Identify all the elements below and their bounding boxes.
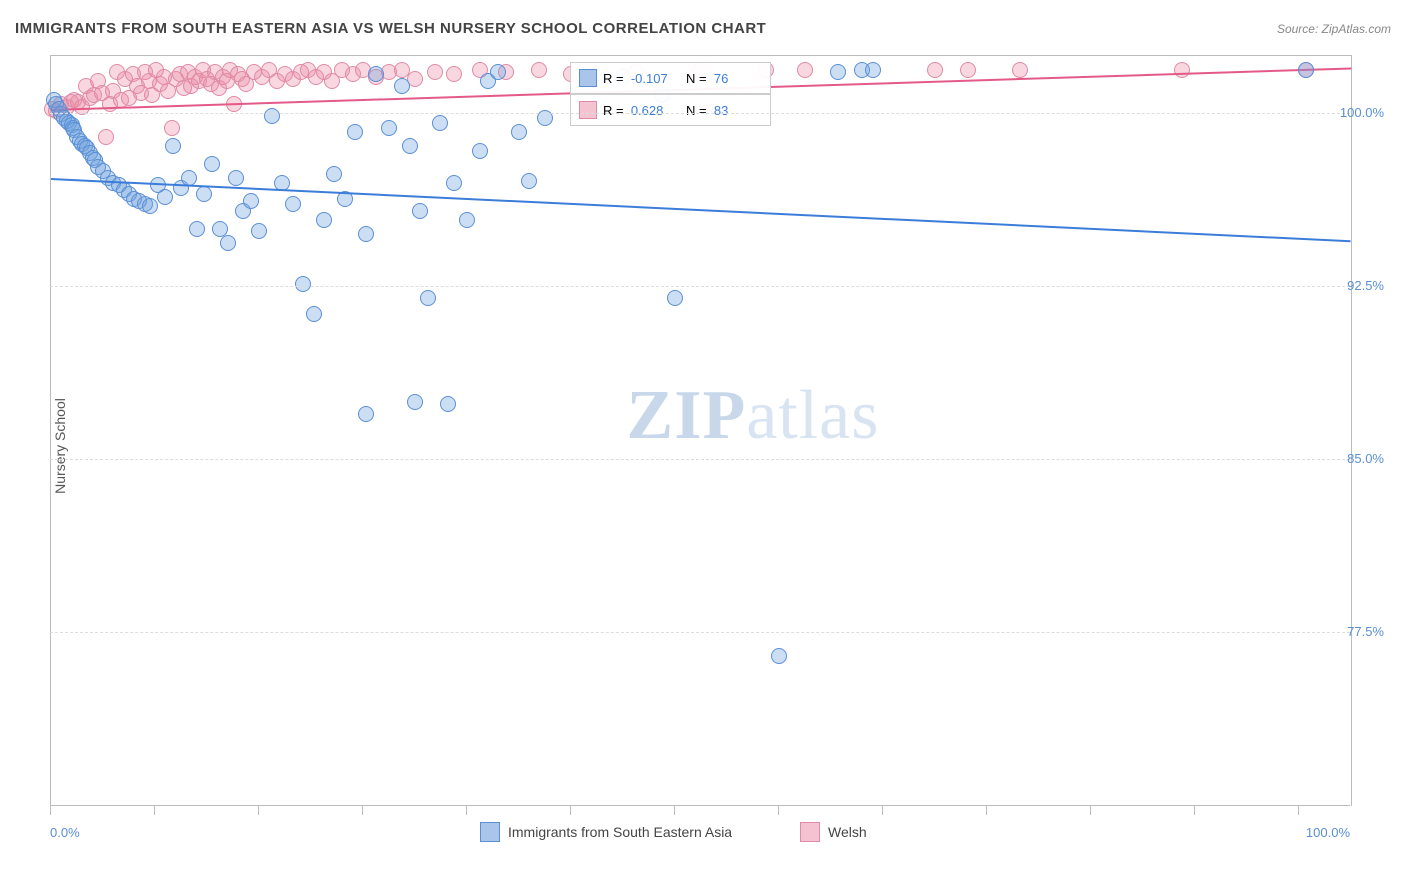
data-point-blue	[865, 62, 881, 78]
data-point-blue	[285, 196, 301, 212]
data-point-blue	[306, 306, 322, 322]
data-point-blue	[402, 138, 418, 154]
watermark-prefix: ZIP	[627, 377, 747, 454]
x-axis-baseline	[50, 805, 1350, 806]
data-point-blue	[521, 173, 537, 189]
data-point-blue	[358, 406, 374, 422]
x-tick	[674, 805, 675, 815]
data-point-blue	[830, 64, 846, 80]
data-point-blue	[347, 124, 363, 140]
x-axis-max-label: 100.0%	[1306, 825, 1350, 840]
x-tick	[154, 805, 155, 815]
data-point-blue	[446, 175, 462, 191]
data-point-blue	[407, 394, 423, 410]
legend-item-blue: Immigrants from South Eastern Asia	[480, 822, 732, 842]
stats-swatch-blue	[579, 69, 597, 87]
x-tick	[570, 805, 571, 815]
source-credit: Source: ZipAtlas.com	[1277, 22, 1391, 36]
data-point-blue	[381, 120, 397, 136]
data-point-blue	[157, 189, 173, 205]
stats-text-pink: R = 0.628 N = 83	[603, 103, 762, 118]
x-tick	[778, 805, 779, 815]
legend-label-pink: Welsh	[828, 824, 867, 840]
data-point-blue	[326, 166, 342, 182]
data-point-blue	[142, 198, 158, 214]
x-tick	[1298, 805, 1299, 815]
stats-row-pink: R = 0.628 N = 83	[570, 94, 771, 126]
data-point-blue	[228, 170, 244, 186]
y-tick-label: 100.0%	[1340, 105, 1384, 120]
data-point-blue	[459, 212, 475, 228]
data-point-blue	[1298, 62, 1314, 78]
x-tick	[258, 805, 259, 815]
data-point-blue	[196, 186, 212, 202]
data-point-blue	[394, 78, 410, 94]
data-point-blue	[420, 290, 436, 306]
stats-text-blue: R = -0.107 N = 76	[603, 71, 762, 86]
x-tick	[1090, 805, 1091, 815]
data-point-blue	[368, 66, 384, 82]
data-point-pink	[1174, 62, 1190, 78]
data-point-blue	[432, 115, 448, 131]
gridline-h	[50, 632, 1350, 633]
data-point-blue	[771, 648, 787, 664]
chart-container: IMMIGRANTS FROM SOUTH EASTERN ASIA VS WE…	[0, 0, 1406, 892]
data-point-blue	[295, 276, 311, 292]
data-point-pink	[1012, 62, 1028, 78]
data-point-blue	[243, 193, 259, 209]
data-point-pink	[427, 64, 443, 80]
gridline-h	[50, 286, 1350, 287]
legend-swatch-pink	[800, 822, 820, 842]
chart-title: IMMIGRANTS FROM SOUTH EASTERN ASIA VS WE…	[15, 20, 766, 37]
data-point-blue	[165, 138, 181, 154]
data-point-blue	[667, 290, 683, 306]
data-point-blue	[189, 221, 205, 237]
stats-legend: R = -0.107 N = 76 R = 0.628 N = 83	[570, 62, 771, 126]
gridline-h	[50, 459, 1350, 460]
data-point-blue	[264, 108, 280, 124]
y-tick-label: 77.5%	[1347, 624, 1384, 639]
data-point-blue	[511, 124, 527, 140]
data-point-pink	[531, 62, 547, 78]
legend-label-blue: Immigrants from South Eastern Asia	[508, 824, 732, 840]
x-axis-min-label: 0.0%	[50, 825, 80, 840]
legend-swatch-blue	[480, 822, 500, 842]
x-tick	[362, 805, 363, 815]
x-tick	[882, 805, 883, 815]
data-point-pink	[446, 66, 462, 82]
plot-area: ZIPatlas	[50, 55, 1352, 806]
data-point-pink	[164, 120, 180, 136]
data-point-blue	[358, 226, 374, 242]
stats-swatch-pink	[579, 101, 597, 119]
data-point-blue	[316, 212, 332, 228]
data-point-blue	[251, 223, 267, 239]
y-tick-label: 85.0%	[1347, 451, 1384, 466]
data-point-blue	[440, 396, 456, 412]
legend-item-pink: Welsh	[800, 822, 867, 842]
gridline-h	[50, 113, 1350, 114]
data-point-pink	[98, 129, 114, 145]
x-tick	[466, 805, 467, 815]
data-point-blue	[204, 156, 220, 172]
data-point-pink	[797, 62, 813, 78]
x-tick	[50, 805, 51, 815]
data-point-blue	[412, 203, 428, 219]
y-tick-label: 92.5%	[1347, 278, 1384, 293]
data-point-pink	[960, 62, 976, 78]
watermark: ZIPatlas	[627, 376, 880, 456]
data-point-pink	[927, 62, 943, 78]
data-point-blue	[220, 235, 236, 251]
x-tick	[986, 805, 987, 815]
watermark-suffix: atlas	[746, 377, 879, 454]
data-point-blue	[472, 143, 488, 159]
data-point-blue	[490, 64, 506, 80]
x-tick	[1194, 805, 1195, 815]
stats-row-blue: R = -0.107 N = 76	[570, 62, 771, 94]
